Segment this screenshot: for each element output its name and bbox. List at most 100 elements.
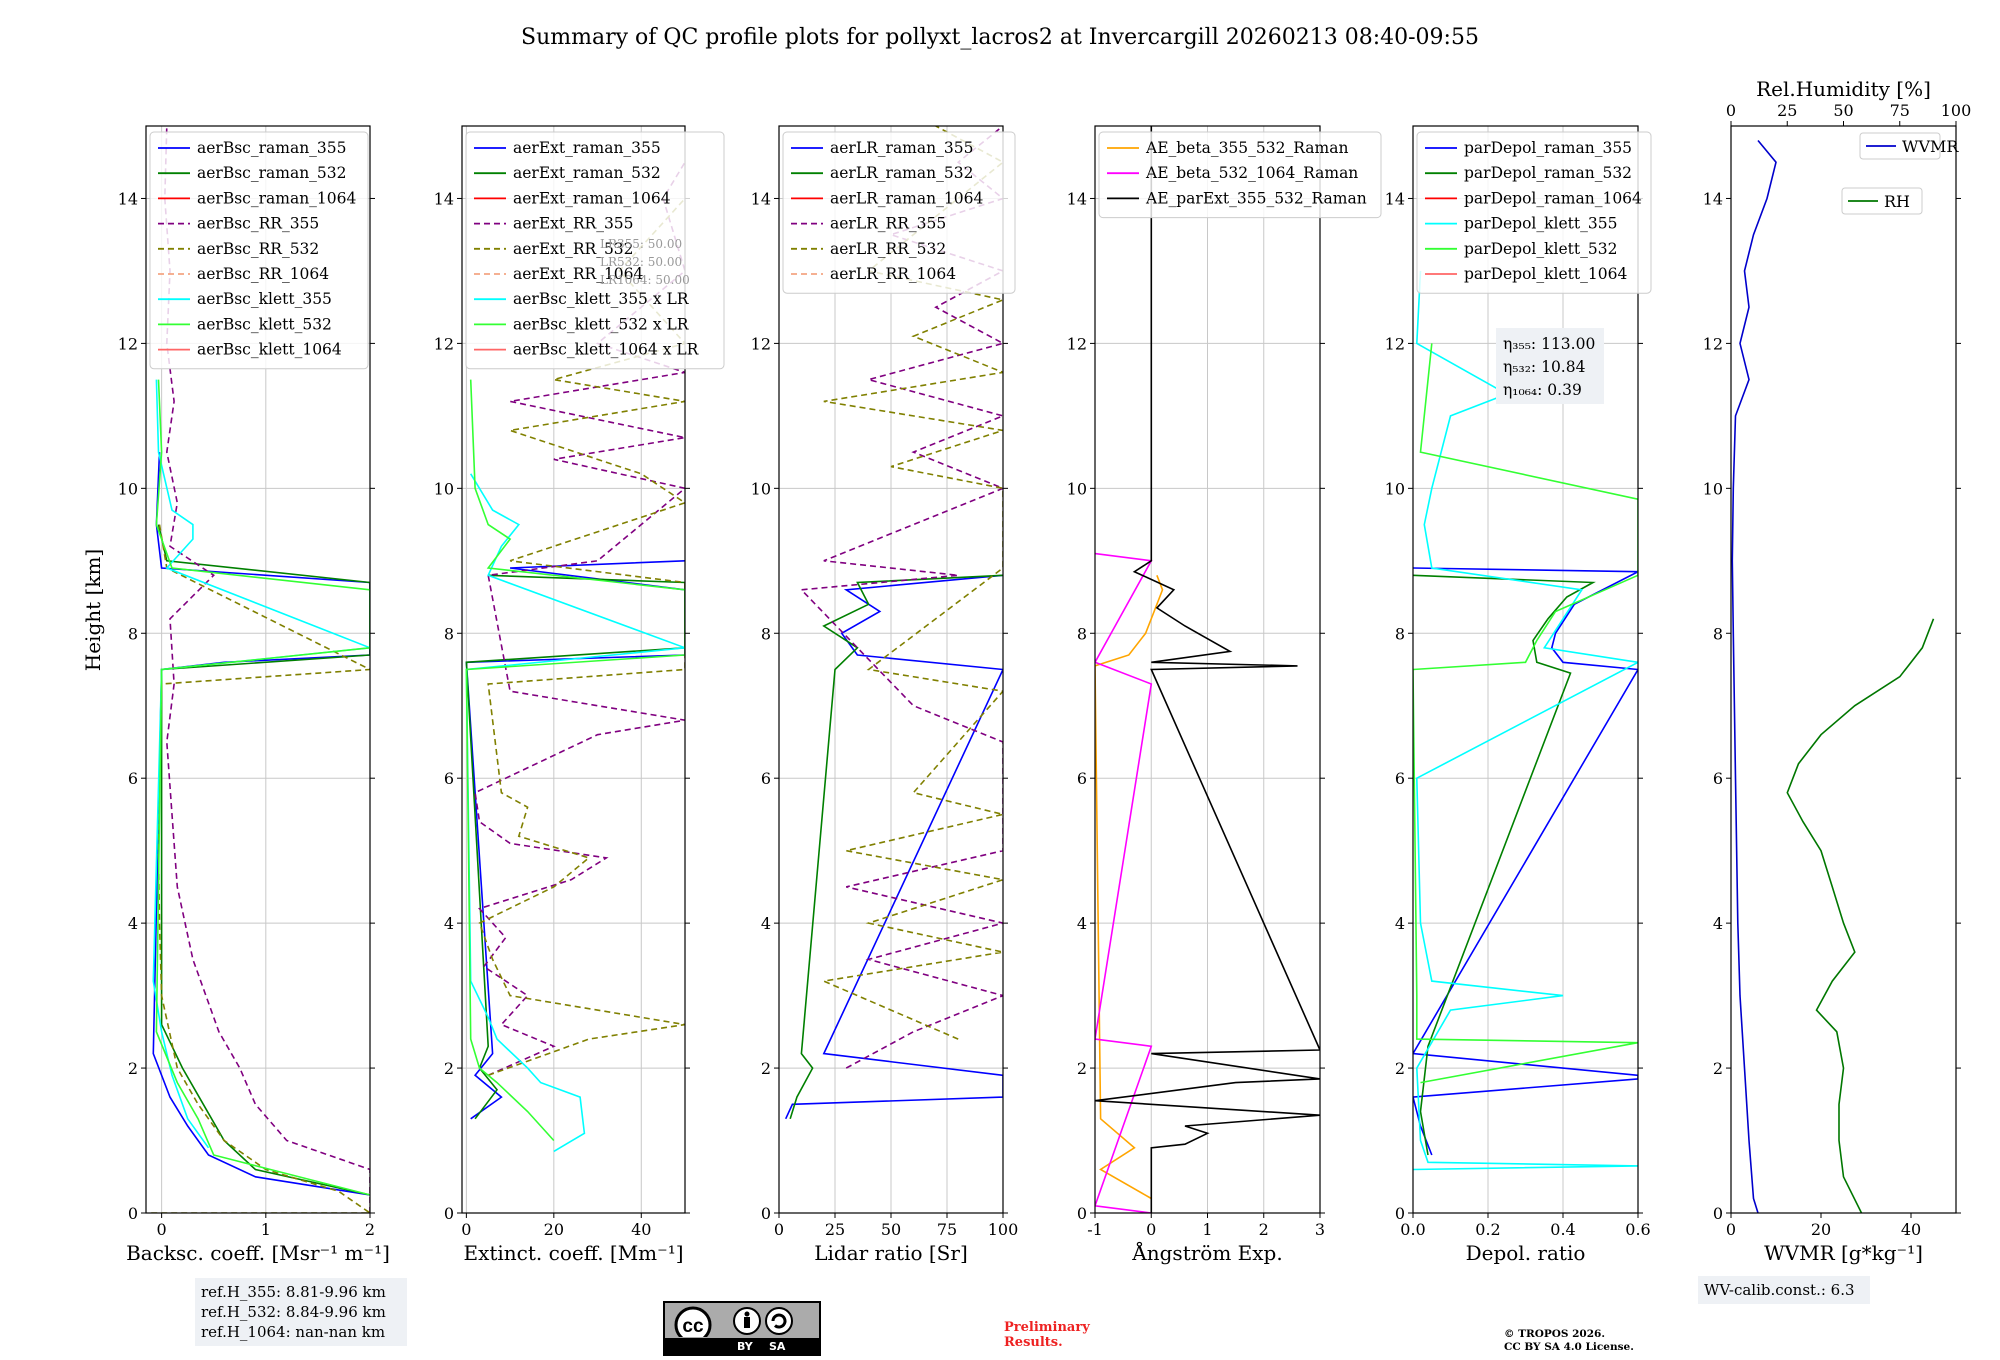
series-aerExt_raman_532 xyxy=(465,574,685,1120)
lr-annotation: LR1064: 50.00 xyxy=(600,273,690,287)
legend-label: AE_beta_355_532_Raman xyxy=(1145,139,1348,157)
series-aerExt_raman_355 xyxy=(465,560,685,1120)
y-tick-label: 12 xyxy=(1067,334,1087,353)
legend-label: aerBsc_klett_1064 xyxy=(197,341,342,359)
x-tick-label: 0.6 xyxy=(1625,1220,1650,1239)
legend-label: aerBsc_klett_532 x LR xyxy=(513,315,690,333)
x-tick-label: 20 xyxy=(1811,1220,1831,1239)
series-parDepol_klett_355 xyxy=(1413,270,1638,1171)
cc-by-label: BY xyxy=(737,1340,753,1353)
top-tick-label: 0 xyxy=(1726,101,1736,120)
top-tick-label: 50 xyxy=(1833,101,1853,120)
legend-label: parDepol_klett_532 xyxy=(1464,240,1617,258)
legend-label: aerExt_raman_532 xyxy=(513,164,661,182)
legend-label: aerBsc_klett_355 xyxy=(197,290,332,308)
wv-calib-const: WV-calib.const.: 6.3 xyxy=(1704,1281,1855,1299)
legend-label: parDepol_raman_1064 xyxy=(1464,189,1642,207)
y-tick-label: 2 xyxy=(1077,1059,1087,1078)
x-axis-label: Ångström Exp. xyxy=(1131,1240,1282,1265)
cc-license-badge[interactable]: cc BY SA xyxy=(663,1301,821,1356)
legend-box xyxy=(1859,132,1941,160)
legend-label: aerBsc_klett_355 x LR xyxy=(513,290,690,308)
top-axis-label: Rel.Humidity [%] xyxy=(1756,77,1931,101)
x-tick-label: 100 xyxy=(988,1220,1019,1239)
x-tick-label: 40 xyxy=(1901,1220,1921,1239)
legend-box xyxy=(1098,131,1382,219)
series-AE_beta_532_1064_Raman xyxy=(1095,552,1153,1213)
x-tick-label: 2 xyxy=(1259,1220,1269,1239)
legend-label: aerBsc_RR_355 xyxy=(197,215,319,233)
legend-label: aerBsc_RR_532 xyxy=(197,240,319,258)
lr-annotation: LR355: 50.00 xyxy=(600,237,682,251)
ref-height-355: ref.H_355: 8.81-9.96 km xyxy=(201,1283,386,1301)
legend-label: parDepol_raman_355 xyxy=(1464,139,1632,157)
y-tick-label: 10 xyxy=(751,479,771,498)
panel-extinction: 0 20 40 0 2 4 6 8 10 12 14 Extinct. coeff. [Mm⁻¹] ae… xyxy=(434,125,725,1265)
series-aerLR_RR_355 xyxy=(799,126,1003,1069)
legend-label: parDepol_klett_1064 xyxy=(1464,265,1627,283)
x-axis-label: Depol. ratio xyxy=(1466,1241,1586,1265)
y-tick-label: 8 xyxy=(444,624,454,643)
legend-label: aerExt_raman_355 xyxy=(513,139,661,157)
y-tick-label: 0 xyxy=(444,1204,454,1223)
legend-label: aerLR_raman_1064 xyxy=(830,189,983,207)
copyright-notice: © TROPOS 2026. CC BY SA 4.0 License. xyxy=(1504,1328,1704,1354)
x-tick-label: 1 xyxy=(261,1220,271,1239)
y-tick-label: 10 xyxy=(1067,479,1087,498)
wv-calib-box: WV-calib.const.: 6.3 xyxy=(1698,1276,1870,1304)
y-tick-label: 6 xyxy=(444,769,454,788)
y-tick-label: 8 xyxy=(761,624,771,643)
x-axis-label: Lidar ratio [Sr] xyxy=(814,1241,968,1265)
axes-frame xyxy=(461,125,686,1214)
y-tick-label: 6 xyxy=(1077,769,1087,788)
y-tick-label: 2 xyxy=(444,1059,454,1078)
legend-label: aerExt_RR_355 xyxy=(513,215,634,233)
legend-box xyxy=(149,131,369,370)
legend-label: AE_beta_532_1064_Raman xyxy=(1145,164,1358,182)
x-tick-label: 2 xyxy=(365,1220,375,1239)
x-tick-label: 1 xyxy=(1202,1220,1212,1239)
legend-label: aerLR_RR_355 xyxy=(830,215,946,233)
y-tick-label: 10 xyxy=(118,479,138,498)
x-tick-label: 25 xyxy=(825,1220,845,1239)
x-tick-label: 0 xyxy=(157,1220,167,1239)
legend-label: AE_parExt_355_532_Raman xyxy=(1145,189,1367,207)
legend-label: aerExt_RR_532 xyxy=(513,240,634,258)
y-tick-label: 2 xyxy=(128,1059,138,1078)
y-tick-label: 6 xyxy=(1395,769,1405,788)
panel-water_vapor: 0 20 40 0 2 4 6 8 10 12 14 WVMR [g*kg⁻¹] 0 25 50 75 100 R… xyxy=(1703,77,1972,1265)
series-RH xyxy=(1786,618,1935,1213)
series-aerBsc_klett_532 xyxy=(155,379,370,1196)
copyright-line-2: CC BY SA 4.0 License. xyxy=(1504,1341,1634,1353)
series-aerLR_raman_532 xyxy=(789,574,1003,1120)
legend: parDepol_raman_355 parDepol_raman_532 parD… xyxy=(1416,131,1652,294)
x-tick-label: 0.2 xyxy=(1475,1220,1500,1239)
series-aerExt_RR_355 xyxy=(474,161,685,1077)
y-tick-label: 8 xyxy=(1713,624,1723,643)
x-axis-label: WVMR [g*kg⁻¹] xyxy=(1764,1241,1923,1265)
legend-box xyxy=(465,131,725,370)
y-tick-label: 0 xyxy=(128,1204,138,1223)
legend-label: RH xyxy=(1884,192,1910,211)
y-tick-label: 2 xyxy=(761,1059,771,1078)
x-axis-label: Extinct. coeff. [Mm⁻¹] xyxy=(463,1241,683,1265)
top-tick-label: 25 xyxy=(1777,101,1797,120)
legend-label: aerLR_RR_1064 xyxy=(830,265,956,283)
eta-box: η₃₅₅: 113.00 η₅₃₂: 10.84 η₁₀₆₄: 0.39 xyxy=(1496,328,1604,404)
y-tick-label: 0 xyxy=(1713,1204,1723,1223)
series-group xyxy=(784,126,1003,1120)
series-group xyxy=(1413,270,1638,1171)
y-tick-label: 14 xyxy=(1703,189,1723,208)
legend-box xyxy=(782,131,1016,294)
y-tick-label: 2 xyxy=(1395,1059,1405,1078)
legend-label: parDepol_raman_532 xyxy=(1464,164,1632,182)
eta-box-bg xyxy=(1496,328,1604,404)
eta-label: η₁₀₆₄: 0.39 xyxy=(1503,381,1582,399)
y-axis-label: Height [km] xyxy=(81,549,105,671)
series-aerBsc_klett_355 xyxy=(152,379,370,1149)
ref-height-532: ref.H_532: 8.84-9.96 km xyxy=(201,1303,386,1321)
y-tick-label: 6 xyxy=(128,769,138,788)
ref-height-box: ref.H_355: 8.81-9.96 km ref.H_532: 8.84-… xyxy=(195,1278,407,1346)
x-axis-label: Backsc. coeff. [Msr⁻¹ m⁻¹] xyxy=(126,1241,390,1265)
